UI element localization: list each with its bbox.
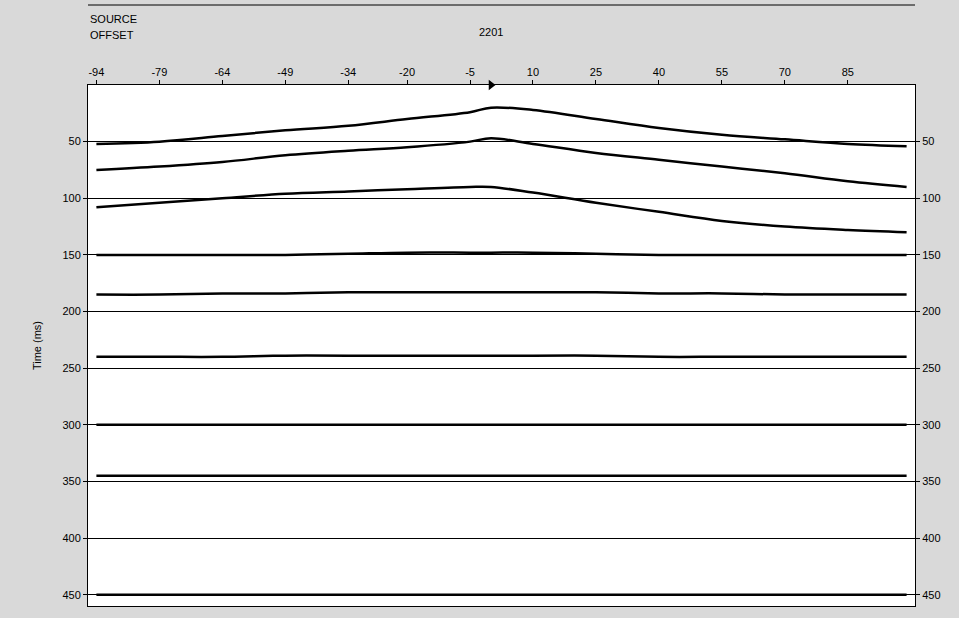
- svg-text:50: 50: [922, 135, 934, 147]
- svg-text:2201: 2201: [479, 26, 503, 38]
- svg-text:250: 250: [62, 362, 80, 374]
- svg-text:150: 150: [62, 249, 80, 261]
- svg-text:300: 300: [922, 419, 940, 431]
- svg-text:400: 400: [922, 532, 940, 544]
- svg-text:-20: -20: [399, 66, 415, 78]
- svg-text:Time (ms): Time (ms): [31, 321, 43, 370]
- svg-text:OFFSET: OFFSET: [90, 29, 134, 41]
- svg-text:450: 450: [922, 589, 940, 601]
- svg-text:85: 85: [842, 66, 854, 78]
- svg-text:350: 350: [922, 475, 940, 487]
- svg-text:40: 40: [653, 66, 665, 78]
- svg-text:100: 100: [62, 192, 80, 204]
- svg-text:-64: -64: [214, 66, 230, 78]
- svg-text:-5: -5: [465, 66, 475, 78]
- svg-text:SOURCE: SOURCE: [90, 13, 137, 25]
- svg-text:100: 100: [922, 192, 940, 204]
- svg-text:200: 200: [922, 305, 940, 317]
- svg-text:450: 450: [62, 589, 80, 601]
- svg-text:300: 300: [62, 419, 80, 431]
- svg-text:-94: -94: [88, 66, 104, 78]
- svg-text:-79: -79: [151, 66, 167, 78]
- svg-text:50: 50: [69, 135, 81, 147]
- svg-text:350: 350: [62, 475, 80, 487]
- svg-text:70: 70: [779, 66, 791, 78]
- svg-text:250: 250: [922, 362, 940, 374]
- svg-text:10: 10: [527, 66, 539, 78]
- svg-text:400: 400: [62, 532, 80, 544]
- svg-text:-49: -49: [277, 66, 293, 78]
- svg-text:150: 150: [922, 249, 940, 261]
- svg-text:25: 25: [590, 66, 602, 78]
- svg-text:55: 55: [716, 66, 728, 78]
- svg-text:200: 200: [62, 305, 80, 317]
- svg-text:-34: -34: [340, 66, 356, 78]
